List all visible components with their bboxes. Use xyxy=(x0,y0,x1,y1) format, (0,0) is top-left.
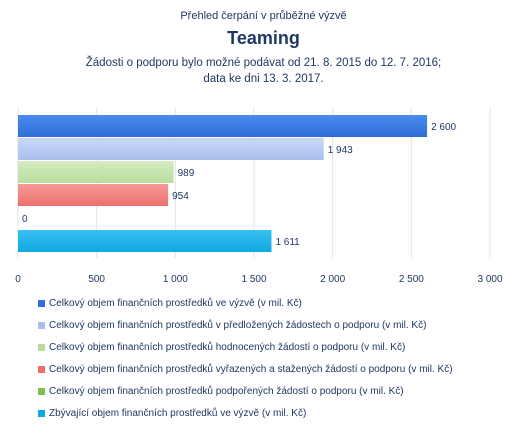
legend-label: Zbývající objem finančních prostředků ve… xyxy=(49,408,307,419)
x-tick-label: 2 500 xyxy=(399,274,424,285)
chart-subtitle-line-1: Žádosti o podporu bylo možné podávat od … xyxy=(85,57,442,69)
bar-value-label: 2 600 xyxy=(431,122,456,133)
legend-swatch xyxy=(38,410,45,417)
x-tick-label: 3 000 xyxy=(477,274,502,285)
legend-label: Celkový objem finančních prostředků vyřa… xyxy=(49,364,453,375)
bar xyxy=(18,138,324,160)
bar-value-label: 954 xyxy=(172,191,189,202)
chart-supertitle: Přehled čerpání v průběžné výzvě xyxy=(180,10,347,22)
bar-value-label: 1 611 xyxy=(275,237,300,248)
legend-swatch xyxy=(38,300,45,307)
legend-label: Celkový objem finančních prostředků hodn… xyxy=(49,342,406,353)
x-tick-label: 1 000 xyxy=(163,274,188,285)
bar-value-label: 0 xyxy=(22,214,28,225)
x-tick-label: 2 000 xyxy=(320,274,345,285)
x-tick-label: 0 xyxy=(15,274,21,285)
x-tick-label: 1 500 xyxy=(241,274,266,285)
chart-title: Teaming xyxy=(227,28,300,48)
bar-value-label: 1 943 xyxy=(328,145,353,156)
bar-value-label: 989 xyxy=(178,168,195,179)
legend-swatch xyxy=(38,366,45,373)
x-tick-label: 500 xyxy=(88,274,105,285)
legend-label: Celkový objem finančních prostředků ve v… xyxy=(49,298,302,309)
legend-swatch xyxy=(38,344,45,351)
chart-subtitle-line-2: data ke dni 13. 3. 2017. xyxy=(203,73,324,85)
bar xyxy=(18,184,169,206)
chart-subtitle: Žádosti o podporu bylo možné podávat od … xyxy=(0,55,527,87)
bar xyxy=(18,115,428,137)
bar xyxy=(18,161,174,183)
legend-label: Celkový objem finančních prostředků v př… xyxy=(49,320,427,331)
legend-swatch xyxy=(38,322,45,329)
bar xyxy=(18,230,272,252)
legend-swatch xyxy=(38,388,45,395)
legend-label: Celkový objem finančních prostředků podp… xyxy=(49,386,404,397)
